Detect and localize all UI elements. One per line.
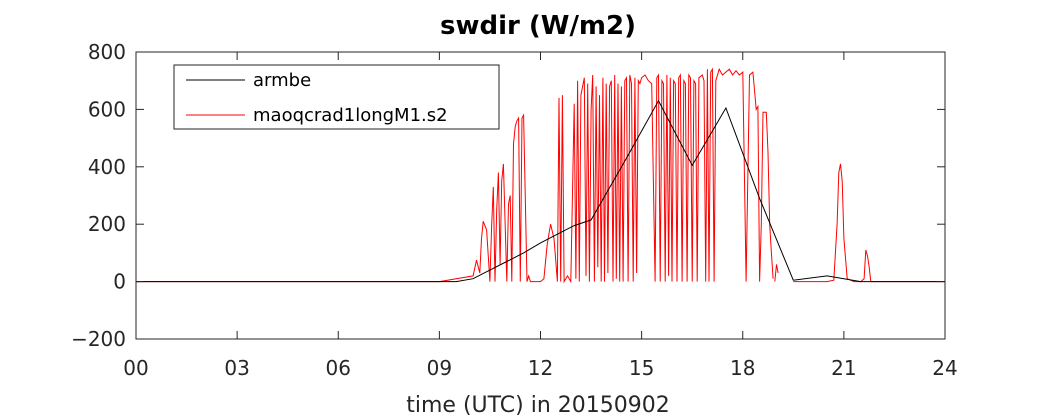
legend-label-maoqcrad1longM1-s2: maoqcrad1longM1.s2 (253, 105, 448, 126)
y-tick-label: −200 (71, 327, 126, 351)
x-tick-label: 18 (730, 356, 755, 380)
x-tick-label: 24 (932, 356, 957, 380)
legend-label-armbe: armbe (253, 70, 311, 91)
y-tick-label: 800 (88, 40, 126, 64)
y-tick-label: 200 (88, 212, 126, 236)
chart-title: swdir (W/m2) (440, 11, 636, 41)
x-tick-label: 21 (831, 356, 856, 380)
x-axis-title: time (UTC) in 20150902 (406, 393, 670, 417)
legend: armbe maoqcrad1longM1.s2 (173, 64, 500, 130)
x-tick-label: 00 (123, 356, 148, 380)
ticks-layer: 00 03 06 09 12 15 18 21 24 −200 0 200 400 600 800 (71, 40, 958, 380)
y-tick-label: 0 (113, 270, 126, 294)
x-tick-label: 06 (326, 356, 351, 380)
y-tick-label: 400 (88, 155, 126, 179)
series-line-maoqcrad1longm1-s2-seg1 (774, 264, 779, 282)
x-tick-label: 15 (629, 356, 654, 380)
series-layer (136, 67, 945, 284)
x-tick-label: 03 (224, 356, 249, 380)
legend-box (173, 64, 500, 130)
series-line-armbe (136, 99, 945, 283)
x-tick-label: 09 (427, 356, 452, 380)
x-tick-label: 12 (528, 356, 553, 380)
series-line-maoqcrad1longm1-s2-seg0 (136, 67, 774, 284)
y-tick-label: 600 (88, 97, 126, 121)
